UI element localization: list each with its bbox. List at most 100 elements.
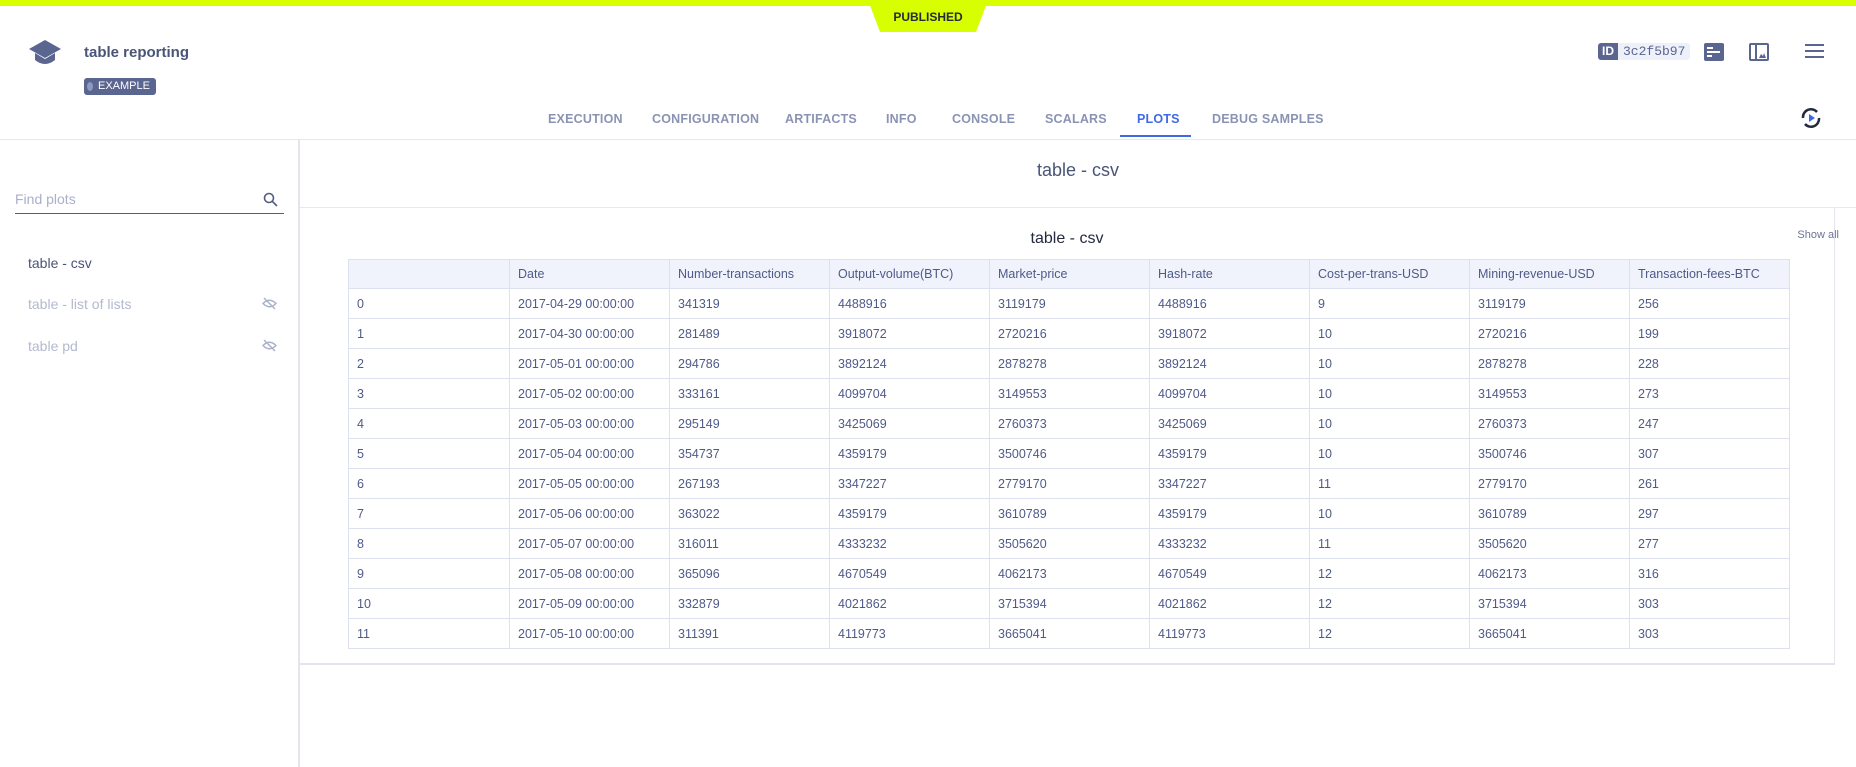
table-row: 0 2017-04-29 00:00:00 341319 4488916 3119179… [348,288,1790,319]
table-cell: 2017-05-10 00:00:00 [509,618,670,649]
table-cell: 2878278 [1469,348,1630,379]
table-cell: 2017-05-09 00:00:00 [509,588,670,619]
table-row: 8 2017-05-07 00:00:00 316011 4333232 3505620… [348,528,1790,559]
table-cell: 2 [348,348,510,379]
show-all-link[interactable]: Show all [1797,229,1839,241]
column-header: Output-volume(BTC) [829,259,990,289]
table-cell: 0 [348,288,510,319]
sidebar-item-table-csv[interactable]: table - csv [28,255,92,271]
table-cell: 311391 [669,618,830,649]
table-cell: 11 [348,618,510,649]
column-header: Market-price [989,259,1150,289]
eye-slash-icon[interactable] [262,297,277,310]
table-cell: 3425069 [1149,408,1310,439]
table-cell: 2017-05-06 00:00:00 [509,498,670,529]
tab-debug-samples[interactable]: DEBUG SAMPLES [1212,112,1324,126]
table-cell: 3715394 [989,588,1150,619]
id-badge[interactable]: ID 3c2f5b97 [1598,43,1691,60]
table-row: 9 2017-05-08 00:00:00 365096 4670549 4062173… [348,558,1790,589]
table-cell: 3347227 [1149,468,1310,499]
table-cell: 261 [1629,468,1790,499]
sidebar-item-table-list-of-lists[interactable]: table - list of lists [28,296,132,312]
table-cell: 4119773 [829,618,990,649]
table-cell: 3347227 [829,468,990,499]
id-value: 3c2f5b97 [1618,43,1691,60]
table-cell: 333161 [669,378,830,409]
table-cell: 10 [1309,348,1470,379]
table-cell: 4359179 [1149,438,1310,469]
tab-info[interactable]: INFO [886,112,917,126]
table-cell: 4021862 [1149,588,1310,619]
table-cell: 247 [1629,408,1790,439]
table-cell: 4359179 [829,498,990,529]
table-cell: 3715394 [1469,588,1630,619]
table-cell: 4670549 [1149,558,1310,589]
eye-slash-icon[interactable] [262,339,277,352]
column-header: Cost-per-trans-USD [1309,259,1470,289]
layout-icon[interactable] [1749,43,1769,61]
table-cell: 3119179 [1469,288,1630,319]
table-cell: 3918072 [829,318,990,349]
find-plots-input[interactable] [15,186,245,212]
column-header: Mining-revenue-USD [1469,259,1630,289]
plot-group-title: table - csv [1036,160,1120,180]
table-cell: 4062173 [989,558,1150,589]
table-row: 2 2017-05-01 00:00:00 294786 3892124 2878278… [348,348,1790,379]
table-cell: 303 [1629,618,1790,649]
table-cell: 316 [1629,558,1790,589]
table-cell: 2017-05-01 00:00:00 [509,348,670,379]
table-cell: 6 [348,468,510,499]
table-cell: 277 [1629,528,1790,559]
tab-plots[interactable]: PLOTS [1137,112,1180,126]
table-cell: 2017-05-03 00:00:00 [509,408,670,439]
table-cell: 294786 [669,348,830,379]
tab-bar: EXECUTION CONFIGURATION ARTIFACTS INFO C… [0,108,1856,140]
table-cell: 365096 [669,558,830,589]
plots-sidebar [0,140,300,767]
table-cell: 4 [348,408,510,439]
table-cell: 307 [1629,438,1790,469]
table-cell: 3892124 [829,348,990,379]
auto-refresh-icon[interactable] [1799,106,1823,130]
main-divider [300,207,1856,208]
table-cell: 3 [348,378,510,409]
table-row: 4 2017-05-03 00:00:00 295149 3425069 2760373… [348,408,1790,439]
hamburger-menu-icon[interactable] [1805,44,1824,59]
column-header: Number-transactions [669,259,830,289]
table-row: 6 2017-05-05 00:00:00 267193 3347227 2779170… [348,468,1790,499]
tab-configuration[interactable]: CONFIGURATION [652,112,760,126]
table-cell: 11 [1309,528,1470,559]
table-cell: 228 [1629,348,1790,379]
search-icon[interactable] [263,192,278,207]
table-cell: 2720216 [989,318,1150,349]
table-scroll-area[interactable]: Date Number-transactions Output-volume(BTC… [348,259,1790,655]
table-cell: 4119773 [1149,618,1310,649]
table-cell: 273 [1629,378,1790,409]
table-cell: 4099704 [1149,378,1310,409]
column-header: Date [509,259,670,289]
table-cell: 267193 [669,468,830,499]
tab-execution[interactable]: EXECUTION [548,112,623,126]
tab-console[interactable]: CONSOLE [952,112,1016,126]
table-cell: 281489 [669,318,830,349]
table-cell: 4333232 [1149,528,1310,559]
table-cell: 10 [1309,318,1470,349]
table-cell: 2017-05-02 00:00:00 [509,378,670,409]
table-cell: 3505620 [989,528,1150,559]
experiment-title: table reporting [84,44,190,61]
table-cell: 3119179 [989,288,1150,319]
plot-panel: table - csv Date Number-transactions Outpu… [300,208,1835,665]
tab-artifacts[interactable]: ARTIFACTS [785,112,857,126]
table-cell: 10 [1309,498,1470,529]
table-cell: 4488916 [1149,288,1310,319]
sidebar-item-table-pd[interactable]: table pd [28,338,78,354]
table-cell: 3425069 [829,408,990,439]
table-cell: 4099704 [829,378,990,409]
table-cell: 3149553 [1469,378,1630,409]
tab-scalars[interactable]: SCALARS [1045,112,1107,126]
details-panel-icon[interactable] [1704,43,1724,61]
table-cell: 4488916 [829,288,990,319]
table-cell: 12 [1309,618,1470,649]
table-row: 1 2017-04-30 00:00:00 281489 3918072 2720216… [348,318,1790,349]
table-cell: 4670549 [829,558,990,589]
